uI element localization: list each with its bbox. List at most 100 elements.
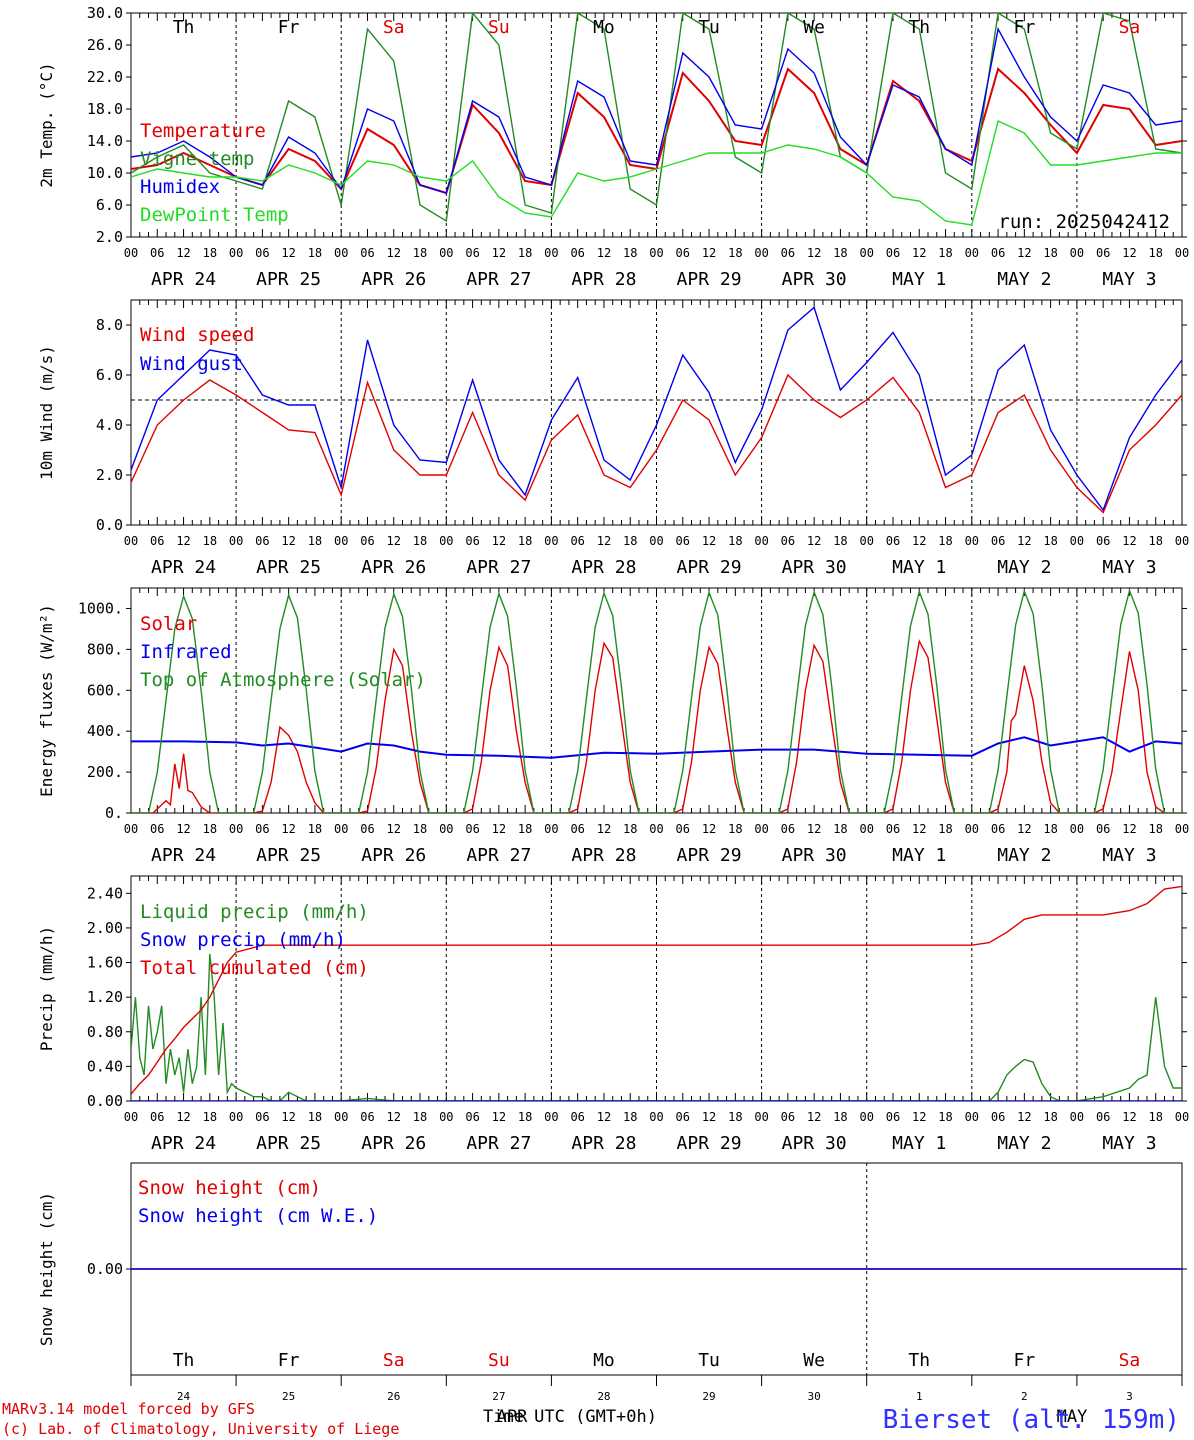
hour-tick-label: 12 bbox=[176, 1110, 190, 1124]
hour-tick-label: 00 bbox=[439, 246, 453, 260]
series-line-top-of-atmosphere-solar- bbox=[131, 588, 1182, 813]
y-tick-label: 0.00 bbox=[87, 1260, 123, 1278]
date-label: APR 26 bbox=[361, 1133, 426, 1154]
hour-tick-label: 12 bbox=[492, 1110, 506, 1124]
date-label: APR 28 bbox=[571, 845, 636, 866]
date-label: APR 26 bbox=[361, 845, 426, 866]
hour-tick-label: 12 bbox=[912, 1110, 926, 1124]
y-tick-label: 14.0 bbox=[87, 132, 123, 150]
hour-tick-label: 12 bbox=[1122, 1110, 1136, 1124]
day-of-week-label: Su bbox=[488, 17, 510, 38]
hour-tick-label: 06 bbox=[886, 534, 900, 548]
hour-tick-label: 18 bbox=[413, 246, 427, 260]
hour-tick-label: 06 bbox=[150, 246, 164, 260]
hour-tick-label: 18 bbox=[833, 534, 847, 548]
day-of-week-label: Tu bbox=[698, 17, 720, 38]
y-tick-label: 2.0 bbox=[96, 228, 123, 246]
series-line-vigne-temp bbox=[131, 13, 1182, 223]
hour-tick-label: 00 bbox=[544, 246, 558, 260]
date-label: APR 24 bbox=[151, 557, 216, 578]
hour-tick-label: 00 bbox=[544, 822, 558, 836]
hour-tick-label: 12 bbox=[702, 1110, 716, 1124]
y-tick-label: 1.60 bbox=[87, 954, 123, 972]
hour-tick-label: 00 bbox=[1175, 1110, 1189, 1124]
plot-frame bbox=[130, 299, 1183, 526]
hour-tick-label: 00 bbox=[229, 246, 243, 260]
station-name: Bierset (alt. 159m) bbox=[883, 1405, 1180, 1435]
hour-tick-label: 18 bbox=[938, 1110, 952, 1124]
bottom-day-number: 1 bbox=[916, 1390, 923, 1403]
hour-tick-label: 06 bbox=[886, 246, 900, 260]
hour-tick-label: 12 bbox=[1122, 534, 1136, 548]
date-label: APR 28 bbox=[571, 557, 636, 578]
hour-tick-label: 06 bbox=[886, 822, 900, 836]
hour-tick-label: 06 bbox=[465, 822, 479, 836]
run-label: run: 2025042412 bbox=[998, 211, 1170, 233]
hour-tick-label: 18 bbox=[1148, 534, 1162, 548]
hour-tick-label: 00 bbox=[124, 534, 138, 548]
hour-tick-label: 12 bbox=[1017, 534, 1031, 548]
hour-tick-label: 00 bbox=[649, 534, 663, 548]
hour-tick-label: 00 bbox=[334, 534, 348, 548]
date-label: APR 25 bbox=[256, 845, 321, 866]
hour-tick-label: 06 bbox=[255, 822, 269, 836]
hour-tick-label: 18 bbox=[518, 246, 532, 260]
series-line-wind-speed bbox=[131, 373, 1182, 514]
hour-tick-label: 18 bbox=[728, 246, 742, 260]
legend-entry: Top of Atmosphere (Solar) bbox=[140, 669, 426, 691]
legend-entry: Snow height (cm W.E.) bbox=[138, 1205, 378, 1227]
day-of-week-label: Th bbox=[908, 1350, 930, 1371]
date-label: APR 24 bbox=[151, 1133, 216, 1154]
hour-tick-label: 12 bbox=[492, 822, 506, 836]
day-of-week-label: Sa bbox=[1119, 1350, 1141, 1371]
hour-tick-label: 12 bbox=[912, 822, 926, 836]
hour-tick-label: 00 bbox=[439, 1110, 453, 1124]
hour-tick-label: 00 bbox=[229, 822, 243, 836]
hour-tick-label: 18 bbox=[1148, 246, 1162, 260]
hour-tick-label: 12 bbox=[1017, 822, 1031, 836]
hour-tick-label: 18 bbox=[308, 1110, 322, 1124]
hour-tick-label: 00 bbox=[124, 822, 138, 836]
legend-entry: Total cumulated (cm) bbox=[140, 957, 369, 979]
hour-tick-label: 00 bbox=[965, 822, 979, 836]
hour-tick-label: 00 bbox=[334, 822, 348, 836]
date-label: APR 30 bbox=[782, 269, 847, 290]
hour-tick-label: 18 bbox=[938, 822, 952, 836]
hour-tick-label: 00 bbox=[124, 1110, 138, 1124]
y-tick-label: 0.80 bbox=[87, 1023, 123, 1041]
hour-tick-label: 00 bbox=[1175, 822, 1189, 836]
hour-tick-label: 00 bbox=[754, 534, 768, 548]
hour-tick-label: 00 bbox=[1070, 534, 1084, 548]
hour-tick-label: 00 bbox=[754, 246, 768, 260]
legend-entry: Solar bbox=[140, 613, 197, 635]
hour-tick-label: 18 bbox=[833, 822, 847, 836]
y-axis-title: 10m Wind (m/s) bbox=[37, 345, 56, 480]
hour-tick-label: 12 bbox=[492, 246, 506, 260]
date-label: APR 27 bbox=[466, 557, 531, 578]
hour-tick-label: 12 bbox=[1122, 822, 1136, 836]
hour-tick-label: 06 bbox=[465, 1110, 479, 1124]
hour-tick-label: 12 bbox=[281, 1110, 295, 1124]
hour-tick-label: 18 bbox=[518, 534, 532, 548]
y-tick-label: 30.0 bbox=[87, 4, 123, 22]
hour-tick-label: 00 bbox=[544, 1110, 558, 1124]
day-of-week-label: Sa bbox=[1119, 17, 1141, 38]
hour-tick-label: 18 bbox=[308, 246, 322, 260]
hour-tick-label: 00 bbox=[1175, 246, 1189, 260]
day-of-week-label: We bbox=[803, 1350, 825, 1371]
date-label: MAY 3 bbox=[1102, 269, 1156, 290]
hour-tick-label: 06 bbox=[781, 246, 795, 260]
hour-tick-label: 18 bbox=[623, 246, 637, 260]
date-label: APR 24 bbox=[151, 845, 216, 866]
bottom-day-number: 30 bbox=[808, 1390, 821, 1403]
bottom-day-number: 28 bbox=[597, 1390, 610, 1403]
date-label: MAY 1 bbox=[892, 269, 946, 290]
hour-tick-label: 06 bbox=[255, 246, 269, 260]
day-of-week-label: We bbox=[803, 17, 825, 38]
x-axis-title: Time UTC (GMT+0h) bbox=[483, 1407, 657, 1427]
date-label: MAY 3 bbox=[1102, 557, 1156, 578]
date-label: APR 30 bbox=[782, 845, 847, 866]
hour-tick-label: 12 bbox=[807, 1110, 821, 1124]
bottom-month-label: MAY bbox=[1057, 1407, 1088, 1427]
hour-tick-label: 06 bbox=[676, 1110, 690, 1124]
